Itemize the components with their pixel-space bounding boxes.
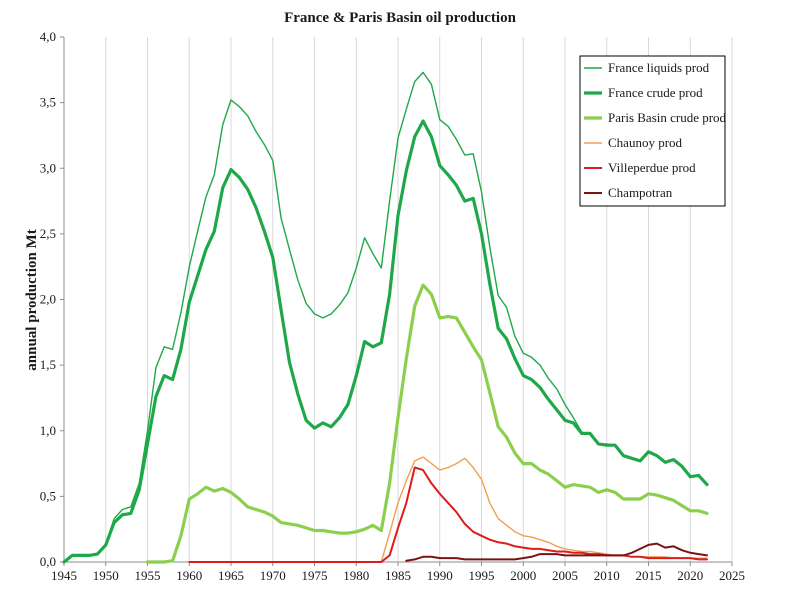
x-tick-label: 1960 <box>176 568 202 583</box>
legend-label: Villeperdue prod <box>608 160 696 175</box>
x-tick-label: 2005 <box>552 568 578 583</box>
x-tick-label: 1965 <box>218 568 244 583</box>
series-line-6 <box>405 542 708 562</box>
axes <box>60 36 733 566</box>
y-tick-label: 1,5 <box>40 357 56 372</box>
x-tick-label: 2000 <box>510 568 536 583</box>
grid-lines <box>105 37 733 562</box>
x-axis-tick-labels: 1945 1950 1955 1960 1965 1970 1975 1980 1985 1990… <box>51 568 745 583</box>
y-tick-label: 4,0 <box>40 29 56 44</box>
legend-label: France crude prod <box>608 85 703 100</box>
chart-title: France & Paris Basin oil production <box>284 10 516 26</box>
x-tick-label: 1985 <box>385 568 411 583</box>
x-tick-label: 2015 <box>636 568 662 583</box>
x-tick-label: 2020 <box>677 568 703 583</box>
x-tick-label: 1945 <box>51 568 77 583</box>
legend-label: Champotran <box>608 185 673 200</box>
series-line-2 <box>62 119 709 564</box>
y-axis-tick-labels: 0,0 0,5 1,0 1,5 2,0 2,5 3,0 3,5 4,0 <box>40 29 56 569</box>
y-tick-label: 3,5 <box>40 95 56 110</box>
y-tick-label: 0,5 <box>40 488 56 503</box>
x-tick-label: 1950 <box>93 568 119 583</box>
legend-label: Paris Basin crude prod <box>608 110 727 125</box>
x-tick-label: 1955 <box>135 568 161 583</box>
y-tick-label: 0,0 <box>40 554 56 569</box>
y-tick-label: 1,0 <box>40 423 56 438</box>
legend-label: Chaunoy prod <box>608 135 683 150</box>
y-axis-label: annual production Mt <box>24 229 40 370</box>
series-lines <box>62 71 709 564</box>
y-tick-label: 2,0 <box>40 292 56 307</box>
x-tick-label: 1995 <box>469 568 495 583</box>
y-tick-label: 3,0 <box>40 160 56 175</box>
legend-box <box>579 55 726 207</box>
series-line-4 <box>380 456 708 563</box>
y-tick-label: 2,5 <box>40 226 56 241</box>
x-tick-label: 2025 <box>719 568 745 583</box>
legend: France liquids prod France crude prod Pari… <box>579 55 727 207</box>
x-tick-label: 1980 <box>343 568 369 583</box>
x-tick-label: 2010 <box>594 568 620 583</box>
series-line-3 <box>145 283 709 564</box>
x-tick-label: 1970 <box>260 568 286 583</box>
legend-label: France liquids prod <box>608 60 710 75</box>
x-tick-label: 1990 <box>427 568 453 583</box>
x-tick-label: 1975 <box>302 568 328 583</box>
series-line-5 <box>188 466 708 563</box>
